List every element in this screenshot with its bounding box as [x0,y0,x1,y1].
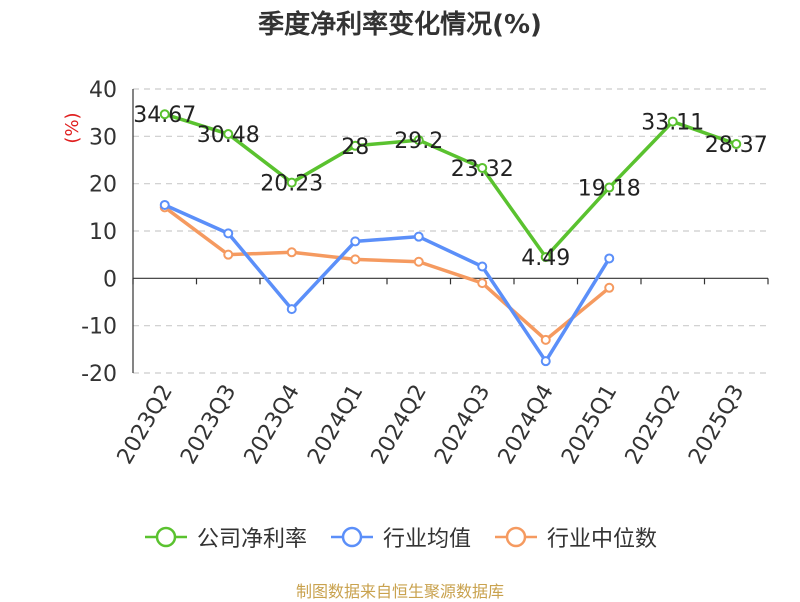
y-tick-label: 10 [89,220,117,245]
data-point [223,249,234,260]
data-label: 20.23 [260,172,323,197]
series-line [164,112,737,259]
legend-label: 公司净利率 [196,527,307,552]
data-point [477,278,488,289]
data-point [540,334,551,345]
data-point [159,199,170,210]
chart-title: 季度净利率变化情况(%) [258,10,542,40]
y-tick-label: -10 [81,315,117,340]
legend-item: 行业中位数 [493,521,657,553]
x-tick-label: 2025Q3 [684,381,749,469]
x-tick-label: 2025Q1 [557,381,622,469]
legend-item: 公司净利率 [143,521,307,553]
y-tick-label: -20 [81,362,117,387]
data-point [604,182,615,193]
data-point [413,256,424,267]
data-label: 34.67 [133,103,196,128]
legend-label: 行业中位数 [547,527,658,552]
data-point [667,116,678,127]
data-point [413,231,424,242]
data-point [223,228,234,239]
chart-legend: 公司净利率 行业均值 行业中位数 [0,519,800,555]
x-tick-label: 2023Q3 [176,381,241,469]
data-label: 33.11 [641,111,704,136]
data-label: 29.2 [394,129,443,154]
x-tick-label: 2023Q4 [240,381,305,469]
y-tick-label: 30 [89,125,117,150]
y-tick-label: 40 [89,78,117,103]
x-tick-label: 2023Q2 [113,381,178,469]
data-point [223,129,234,140]
data-point [350,254,361,265]
legend-item: 行业均值 [329,521,471,553]
y-tick-label: 0 [103,267,117,292]
data-point [604,282,615,293]
series-line [164,203,611,363]
legend-swatch [330,526,373,548]
y-axis-label: (%) [62,112,83,143]
data-point [159,109,170,120]
data-point [286,177,297,188]
data-point [350,140,361,151]
y-tick-label: 20 [89,173,117,198]
data-label: 28 [341,135,369,160]
data-point [731,139,742,150]
data-point [604,253,615,264]
data-point [477,261,488,272]
data-label: 30.48 [197,123,260,148]
source-note: 制图数据来自恒生聚源数据库 [295,582,504,601]
data-label: 23.32 [451,157,514,182]
legend-swatch [144,526,187,548]
legend-swatch [495,526,537,548]
data-point [286,247,297,258]
x-tick-label: 2024Q3 [430,381,495,469]
data-point [540,356,551,367]
x-tick-label: 2025Q2 [621,381,686,469]
legend-label: 行业均值 [382,527,471,552]
data-point [540,252,551,263]
series-line [163,205,611,342]
x-tick-label: 2024Q1 [303,381,368,469]
data-label: 19.18 [578,177,641,202]
data-point [286,304,297,315]
data-point [413,135,424,146]
x-tick-label: 2024Q2 [367,381,432,469]
x-tick-label: 2024Q4 [494,381,559,469]
data-label: 28.37 [705,133,768,158]
data-label: 4.49 [521,246,570,271]
data-point [477,162,488,173]
data-point [350,236,361,247]
